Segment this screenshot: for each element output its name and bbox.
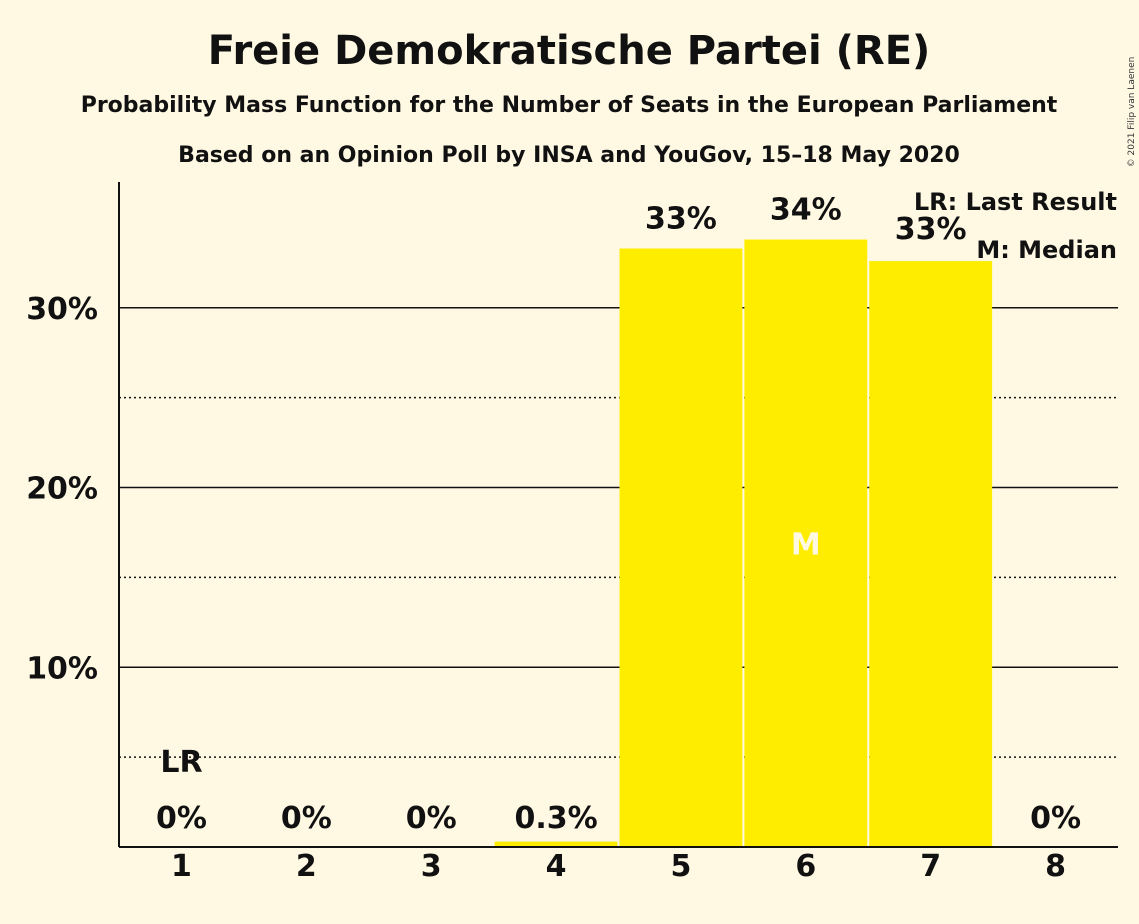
value-label-1: 0%	[156, 801, 207, 836]
chart-title: Freie Demokratische Partei (RE)	[208, 28, 931, 74]
x-tick-label-5: 5	[671, 849, 692, 884]
bars	[494, 239, 993, 848]
x-tick-label-1: 1	[171, 849, 192, 884]
y-tick-label: 10%	[26, 651, 98, 686]
value-label-2: 0%	[281, 801, 332, 836]
value-label-8: 0%	[1030, 801, 1081, 836]
x-tick-label-4: 4	[546, 849, 567, 884]
chart-source-line: Based on an Opinion Poll by INSA and You…	[178, 143, 960, 168]
bar-4	[494, 841, 618, 847]
bar-5	[619, 248, 743, 847]
chart-subtitle: Probability Mass Function for the Number…	[81, 93, 1058, 118]
x-tick-label-7: 7	[920, 849, 941, 884]
value-label-5: 33%	[645, 202, 717, 237]
value-labels: 0% 1 LR 0% 2 0% 3 0.3% 4 33% 5 34% 6 M 33% 7 0% 8	[156, 193, 1081, 884]
x-tick-label-3: 3	[421, 849, 442, 884]
x-tick-label-8: 8	[1045, 849, 1066, 884]
y-tick-label: 20%	[26, 472, 98, 507]
value-label-6: 34%	[770, 193, 842, 228]
x-tick-label-2: 2	[296, 849, 317, 884]
legend-median: M: Median	[976, 236, 1117, 264]
x-tick-label-6: 6	[795, 849, 816, 884]
bar-6	[744, 239, 868, 847]
bar-7	[869, 261, 993, 848]
axes	[118, 182, 1118, 848]
value-label-4: 0.3%	[514, 801, 597, 836]
last-result-marker: LR	[160, 745, 202, 780]
y-tick-label: 30%	[26, 292, 98, 327]
value-label-3: 0%	[406, 801, 457, 836]
legend-last-result: LR: Last Result	[914, 188, 1117, 216]
copyright-notice: © 2021 Filip van Laenen	[1127, 57, 1137, 168]
value-label-7: 33%	[895, 212, 967, 247]
median-marker: M	[791, 527, 821, 562]
